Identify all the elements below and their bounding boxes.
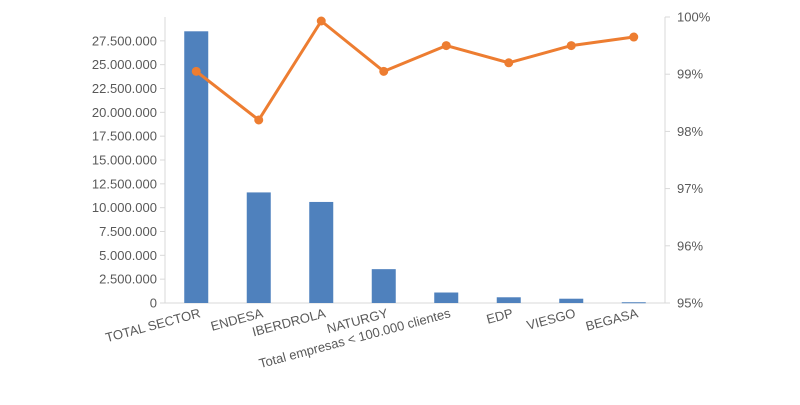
left-tick-label: 0	[150, 296, 157, 311]
left-tick-label: 10.000.000	[92, 200, 157, 215]
line-path	[195, 19, 634, 122]
line-point	[566, 41, 576, 51]
left-y-axis: 0 2.500.000 5.000.000 7.500.000 10.000.000 12…	[92, 17, 166, 311]
x-tick-label: EDP	[485, 305, 515, 326]
right-tick-label: 98%	[677, 124, 703, 139]
right-tick-label: 100%	[677, 10, 711, 25]
right-tick-label: 96%	[677, 238, 703, 253]
left-tick-label: 12.500.000	[92, 176, 157, 191]
bar-series	[184, 31, 646, 304]
left-tick-label: 2.500.000	[99, 272, 157, 287]
right-tick-label: 95%	[677, 296, 703, 311]
line-point	[379, 66, 389, 76]
bar	[621, 302, 646, 304]
bar	[496, 297, 521, 303]
line-point	[316, 16, 326, 26]
left-tick-label: 17.500.000	[92, 129, 157, 144]
x-tick-labels: TOTAL SECTOR ENDESAIBERDROLANATURGYTotal …	[104, 305, 640, 371]
right-tick-label: 97%	[677, 181, 703, 196]
bar	[371, 269, 396, 303]
bar	[246, 192, 271, 303]
left-tick-label: 7.500.000	[99, 224, 157, 239]
x-tick-label: VIESGO	[525, 305, 577, 332]
line-point	[254, 115, 264, 125]
x-tick-label: IBERDROLA	[251, 305, 328, 339]
x-tick-label: TOTAL SECTOR	[104, 305, 202, 345]
left-tick-label: 22.500.000	[92, 81, 157, 96]
right-y-axis: 95% 96% 97% 98% 99% 100%	[664, 10, 711, 311]
bar	[434, 292, 459, 303]
left-tick-label: 27.500.000	[92, 33, 157, 48]
line-point	[441, 41, 451, 51]
line-point	[504, 58, 514, 68]
bar	[309, 201, 334, 303]
x-tick-label: BEGASA	[584, 305, 640, 333]
left-tick-label: 15.000.000	[92, 153, 157, 168]
bar	[559, 298, 584, 303]
left-tick-label: 20.000.000	[92, 105, 157, 120]
line-series	[191, 16, 639, 125]
line-point	[629, 32, 639, 42]
left-tick-label: 5.000.000	[99, 248, 157, 263]
line-point	[191, 66, 201, 76]
right-tick-label: 99%	[677, 67, 703, 82]
left-tick-label: 25.000.000	[92, 57, 157, 72]
